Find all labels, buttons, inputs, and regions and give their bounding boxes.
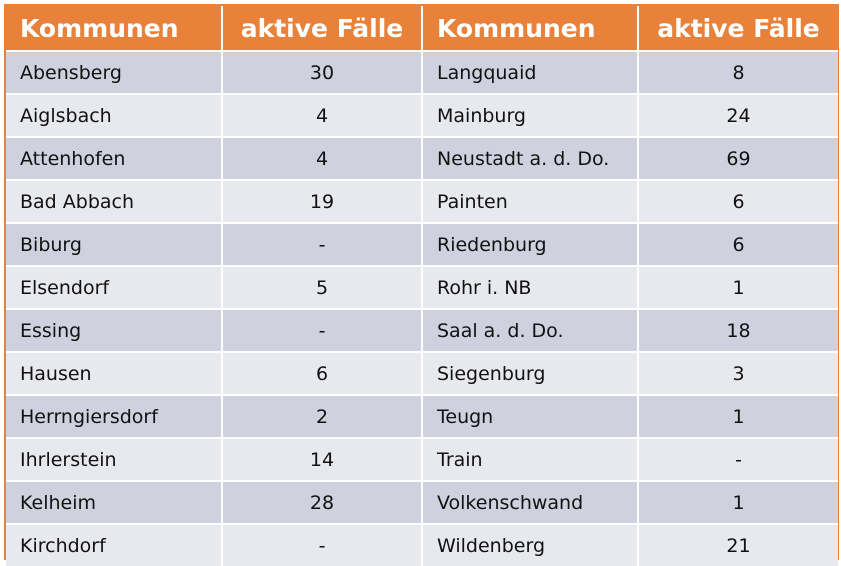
left-municipality-name: Kirchdorf: [6, 523, 223, 566]
header-kommunen-left: Kommunen: [6, 6, 223, 51]
right-municipality-name: Riedenburg: [422, 222, 639, 266]
left-municipality-name: Elsendorf: [6, 265, 223, 309]
table-row: Kelheim 28 Volkenschwand 1: [6, 480, 838, 524]
left-active-cases: 5: [222, 265, 423, 309]
table-row: Herrngiersdorf 2 Teugn 1: [6, 394, 838, 438]
right-active-cases: 6: [638, 222, 838, 266]
header-aktive-faelle-right: aktive Fälle: [638, 6, 838, 51]
header-row: Kommunen aktive Fälle Kommunen aktive Fä…: [6, 6, 838, 51]
left-active-cases: 14: [222, 437, 423, 481]
table-row: Biburg - Riedenburg 6: [6, 222, 838, 266]
right-active-cases: 69: [638, 136, 838, 180]
left-active-cases: 28: [222, 480, 423, 524]
table-body: Abensberg 30 Langquaid 8 Aiglsbach 4 Mai…: [6, 50, 838, 566]
left-municipality-name: Hausen: [6, 351, 223, 395]
right-municipality-name: Train: [422, 437, 639, 481]
left-active-cases: 4: [222, 136, 423, 180]
table-row: Kirchdorf - Wildenberg 21: [6, 523, 838, 566]
right-active-cases: 6: [638, 179, 838, 223]
right-municipality-name: Wildenberg: [422, 523, 639, 566]
left-municipality-name: Attenhofen: [6, 136, 223, 180]
cases-table-container: Kommunen aktive Fälle Kommunen aktive Fä…: [4, 4, 839, 566]
right-municipality-name: Siegenburg: [422, 351, 639, 395]
header-kommunen-right: Kommunen: [422, 6, 639, 51]
right-active-cases: 18: [638, 308, 838, 352]
right-municipality-name: Painten: [422, 179, 639, 223]
right-municipality-name: Volkenschwand: [422, 480, 639, 524]
active-cases-table: Kommunen aktive Fälle Kommunen aktive Fä…: [6, 6, 838, 566]
table-row: Bad Abbach 19 Painten 6: [6, 179, 838, 223]
table-row: Abensberg 30 Langquaid 8: [6, 50, 838, 94]
right-active-cases: -: [638, 437, 838, 481]
left-municipality-name: Ihrlerstein: [6, 437, 223, 481]
left-active-cases: 2: [222, 394, 423, 438]
right-active-cases: 8: [638, 50, 838, 94]
right-municipality-name: Neustadt a. d. Do.: [422, 136, 639, 180]
right-active-cases: 1: [638, 265, 838, 309]
left-municipality-name: Kelheim: [6, 480, 223, 524]
left-active-cases: 4: [222, 93, 423, 137]
right-municipality-name: Rohr i. NB: [422, 265, 639, 309]
table-row: Ihrlerstein 14 Train -: [6, 437, 838, 481]
right-active-cases: 3: [638, 351, 838, 395]
left-active-cases: 19: [222, 179, 423, 223]
left-municipality-name: Bad Abbach: [6, 179, 223, 223]
left-active-cases: 6: [222, 351, 423, 395]
table-header: Kommunen aktive Fälle Kommunen aktive Fä…: [6, 6, 838, 51]
left-active-cases: -: [222, 523, 423, 566]
right-active-cases: 1: [638, 394, 838, 438]
table-row: Hausen 6 Siegenburg 3: [6, 351, 838, 395]
right-active-cases: 21: [638, 523, 838, 566]
left-active-cases: 30: [222, 50, 423, 94]
left-municipality-name: Abensberg: [6, 50, 223, 94]
table-row: Attenhofen 4 Neustadt a. d. Do. 69: [6, 136, 838, 180]
right-municipality-name: Teugn: [422, 394, 639, 438]
table-row: Essing - Saal a. d. Do. 18: [6, 308, 838, 352]
left-municipality-name: Herrngiersdorf: [6, 394, 223, 438]
right-municipality-name: Mainburg: [422, 93, 639, 137]
table-row: Aiglsbach 4 Mainburg 24: [6, 93, 838, 137]
left-municipality-name: Biburg: [6, 222, 223, 266]
table-row: Elsendorf 5 Rohr i. NB 1: [6, 265, 838, 309]
right-active-cases: 24: [638, 93, 838, 137]
right-active-cases: 1: [638, 480, 838, 524]
left-municipality-name: Aiglsbach: [6, 93, 223, 137]
left-municipality-name: Essing: [6, 308, 223, 352]
left-active-cases: -: [222, 308, 423, 352]
header-aktive-faelle-left: aktive Fälle: [222, 6, 423, 51]
right-municipality-name: Saal a. d. Do.: [422, 308, 639, 352]
right-municipality-name: Langquaid: [422, 50, 639, 94]
left-active-cases: -: [222, 222, 423, 266]
